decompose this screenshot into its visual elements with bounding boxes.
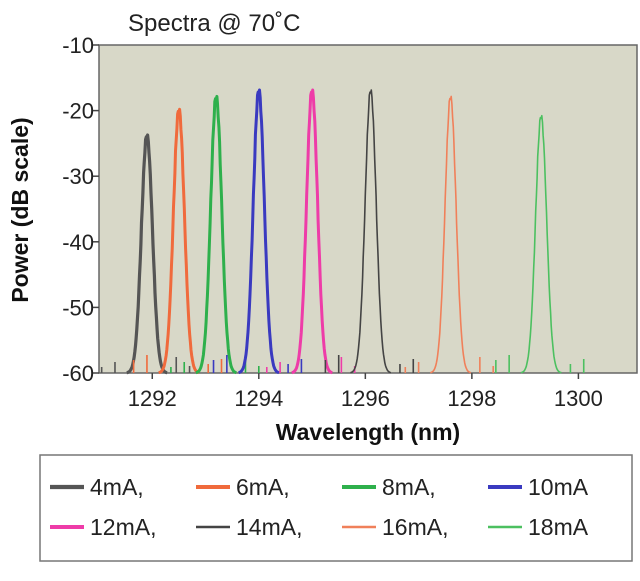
y-tick-label: -60: [62, 361, 94, 386]
x-tick-label: 1292: [128, 386, 177, 411]
plot-area: [98, 44, 638, 374]
y-tick-label: -40: [62, 230, 94, 255]
x-tick-label: 1296: [341, 386, 390, 411]
series-line: [520, 114, 562, 374]
legend-label: 4mA,: [90, 474, 144, 500]
legend-label: 14mA,: [236, 514, 302, 540]
y-axis: -10 -20 -30 -40 -50 -60: [62, 33, 99, 386]
legend-label: 10mA: [528, 474, 589, 500]
y-axis-title: Power (dB scale): [7, 117, 33, 302]
x-tick-label: 1300: [554, 386, 603, 411]
legend: 4mA, 6mA, 8mA, 10mA 12mA, 14mA, 16mA, 18mA: [50, 474, 589, 540]
y-tick-label: -20: [62, 99, 94, 124]
y-tick-label: -30: [62, 164, 94, 189]
x-tick-label: 1298: [447, 386, 496, 411]
legend-label: 8mA,: [382, 474, 436, 500]
series-line: [291, 88, 334, 375]
series-line: [195, 94, 238, 375]
series-line: [157, 107, 200, 375]
y-tick-label: -10: [62, 33, 94, 58]
spectra-curves: [100, 88, 585, 375]
series-line: [430, 95, 472, 374]
legend-label: 12mA,: [90, 514, 156, 540]
series-line: [350, 89, 392, 374]
legend-label: 6mA,: [236, 474, 290, 500]
x-axis-title: Wavelength (nm): [276, 419, 460, 445]
legend-label: 18mA: [528, 514, 589, 540]
x-axis: 1292 1294 1296 1298 1300: [128, 373, 603, 411]
legend-box: [39, 454, 633, 562]
series-line: [237, 88, 280, 375]
chart-title: Spectra @ 70˚C: [128, 10, 300, 37]
y-tick-label: -50: [62, 295, 94, 320]
x-tick-label: 1294: [234, 386, 283, 411]
legend-label: 16mA,: [382, 514, 448, 540]
